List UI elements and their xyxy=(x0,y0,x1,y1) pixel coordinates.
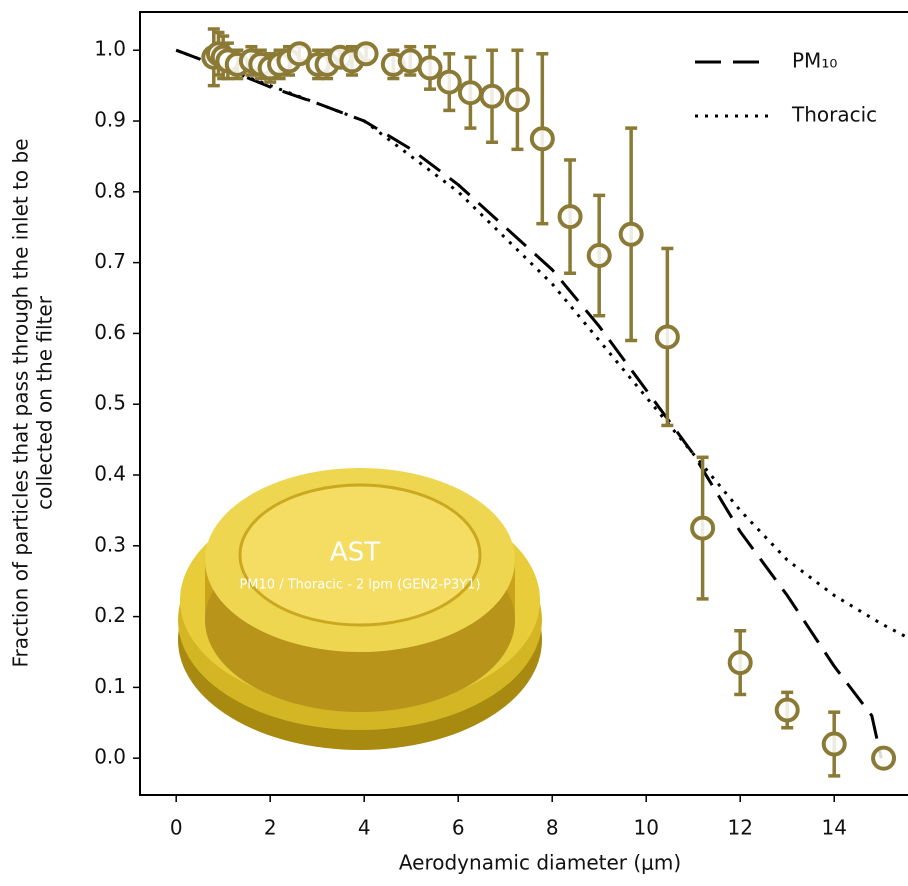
data-point xyxy=(417,55,443,81)
data-point xyxy=(821,731,847,757)
data-point xyxy=(557,204,583,230)
x-tick-label: 4 xyxy=(358,816,371,840)
y-tick-label: 0.1 xyxy=(94,674,126,698)
x-tick-label: 2 xyxy=(264,816,277,840)
inset-label: AST xyxy=(330,538,380,568)
x-tick-label: 12 xyxy=(727,816,752,840)
x-tick-label: 14 xyxy=(821,816,846,840)
y-axis-label: Fraction of particles that pass through … xyxy=(9,138,33,667)
data-point xyxy=(479,83,505,109)
y-tick-label: 0.2 xyxy=(94,603,126,627)
data-point xyxy=(727,650,753,676)
y-tick-label: 0.3 xyxy=(94,532,126,556)
y-tick-label: 0.7 xyxy=(94,249,126,273)
curve xyxy=(175,48,883,759)
legend-label: PM₁₀ xyxy=(792,49,837,73)
data-point xyxy=(436,69,462,95)
curve xyxy=(175,48,908,640)
data-point xyxy=(529,126,555,152)
legend-label: Thoracic xyxy=(791,103,877,127)
data-point xyxy=(457,80,483,106)
x-tick-label: 6 xyxy=(452,816,465,840)
y-tick-label: 1.0 xyxy=(94,37,126,61)
x-tick-label: 8 xyxy=(546,816,559,840)
inset-photo: AST PM10 / Thoracic - 2 lpm (GEN2-P3Y1) xyxy=(178,468,542,750)
y-tick-label: 0.8 xyxy=(94,178,126,202)
inset-label: PM10 / Thoracic - 2 lpm (GEN2-P3Y1) xyxy=(239,578,480,593)
y-tick-label: 0.6 xyxy=(94,320,126,344)
x-tick-label: 10 xyxy=(633,816,658,840)
data-point xyxy=(586,243,612,269)
y-axis-label: collected on the filter xyxy=(33,295,57,510)
x-tick-label: 0 xyxy=(170,816,183,840)
data-point xyxy=(871,745,897,771)
y-tick-label: 0.4 xyxy=(94,462,126,486)
data-point xyxy=(618,221,644,247)
y-tick-label: 0.0 xyxy=(94,745,126,769)
plot-area xyxy=(175,27,908,778)
data-point xyxy=(353,41,379,67)
data-point xyxy=(690,515,716,541)
data-point xyxy=(774,697,800,723)
x-axis-label: Aerodynamic diameter (μm) xyxy=(399,851,681,875)
y-tick-label: 0.5 xyxy=(94,391,126,415)
y-tick-label: 0.9 xyxy=(94,108,126,132)
data-point xyxy=(286,41,312,67)
data-point xyxy=(504,87,530,113)
data-point xyxy=(654,324,680,350)
